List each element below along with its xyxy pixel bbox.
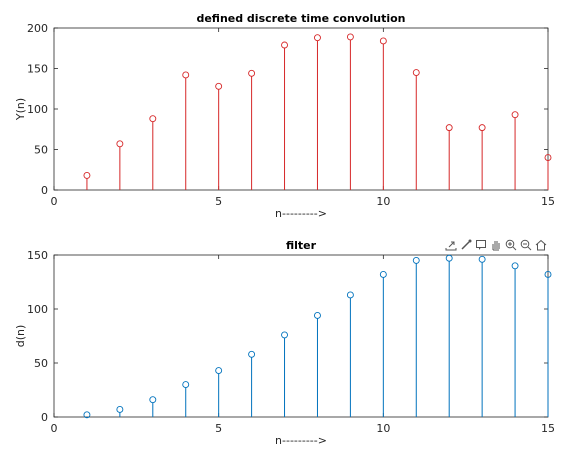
stem-marker <box>215 367 223 375</box>
stem-marker <box>346 291 354 299</box>
stem-marker <box>149 396 157 404</box>
y-tick-label: 150 <box>27 249 48 262</box>
stem-marker <box>314 34 321 42</box>
stem-marker <box>544 154 552 162</box>
stem-marker <box>445 254 453 262</box>
x-axis-label: n---------> <box>275 434 327 447</box>
y-tick-label: 0 <box>41 184 48 197</box>
x-axis-label: n---------> <box>275 207 327 220</box>
stem-marker <box>544 270 552 278</box>
axes-box <box>53 27 549 191</box>
chart-title: defined discrete time convolution <box>196 12 405 25</box>
stem-marker <box>511 111 519 119</box>
y-tick-label: 200 <box>27 22 48 35</box>
y-tick-label: 0 <box>41 411 48 424</box>
stem-marker <box>314 312 321 319</box>
x-tick-label: 15 <box>541 422 555 435</box>
stem-marker <box>248 350 256 358</box>
x-tick-label: 10 <box>376 422 390 435</box>
x-tick-label: 0 <box>51 422 58 435</box>
zoom-out-icon[interactable] <box>519 238 533 252</box>
axes-toolbar <box>444 238 548 252</box>
stem-marker <box>478 124 486 132</box>
stem-marker <box>182 71 190 79</box>
x-tick-label: 5 <box>215 422 222 435</box>
export-icon[interactable] <box>444 238 458 252</box>
stem-marker <box>281 331 288 339</box>
y-axis-label: d(n) <box>14 325 27 348</box>
x-tick-label: 5 <box>215 195 222 208</box>
stem-marker <box>379 270 387 278</box>
y-tick-label: 50 <box>34 357 48 370</box>
brush-icon[interactable] <box>459 238 473 252</box>
stem-marker <box>412 256 420 264</box>
x-tick-label: 0 <box>51 195 58 208</box>
stem-marker <box>445 124 453 132</box>
stem-marker <box>182 381 190 389</box>
pan-icon[interactable] <box>489 238 503 252</box>
axes-box <box>53 254 549 418</box>
x-tick-label: 10 <box>376 195 390 208</box>
stem-marker <box>346 33 354 41</box>
stem-marker <box>83 411 91 419</box>
stem-marker <box>83 171 91 179</box>
y-tick-label: 100 <box>27 303 48 316</box>
stem-marker <box>379 37 387 45</box>
y-tick-label: 100 <box>27 103 48 116</box>
chart-title: filter <box>286 239 317 252</box>
stem-marker <box>149 115 157 123</box>
stem-marker <box>116 140 124 148</box>
x-tick-label: 15 <box>541 195 555 208</box>
y-tick-label: 150 <box>27 63 48 76</box>
stem-marker <box>281 41 288 49</box>
y-tick-label: 50 <box>34 144 48 157</box>
home-icon[interactable] <box>534 238 548 252</box>
stem-marker <box>215 82 223 90</box>
zoom-in-icon[interactable] <box>504 238 518 252</box>
y-axis-label: Y(n) <box>14 98 27 121</box>
stem-marker <box>248 69 256 77</box>
stem-marker <box>478 255 486 263</box>
stem-marker <box>412 69 420 77</box>
datatip-icon[interactable] <box>474 238 488 252</box>
stem-marker <box>511 262 519 270</box>
stem-marker <box>116 405 124 413</box>
